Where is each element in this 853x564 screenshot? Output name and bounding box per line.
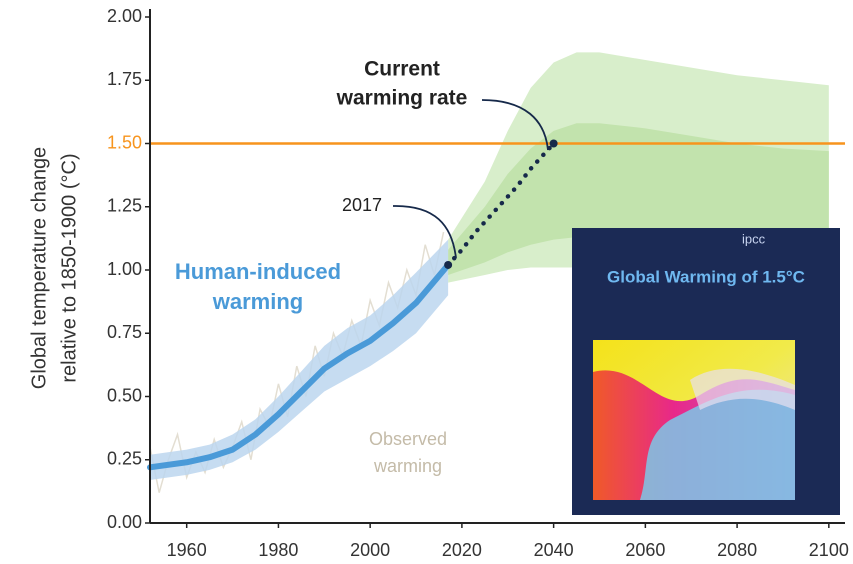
- y-tick-label: 0.25: [107, 449, 142, 469]
- annotation: Observed: [369, 429, 447, 449]
- uncertainty-band: [150, 239, 449, 480]
- annotation: warming rate: [336, 87, 468, 110]
- y-tick-label: 1.75: [107, 69, 142, 89]
- y-axis-label: Global temperature change: [28, 147, 50, 389]
- annotation-arrow: [481, 99, 549, 151]
- annotation: warming: [212, 289, 303, 314]
- y-tick-label: 2.00: [107, 6, 142, 26]
- annotation: warming: [373, 456, 442, 476]
- annotation: Current: [364, 58, 440, 81]
- x-tick-label: 2020: [442, 540, 482, 560]
- y-tick-label: 0.00: [107, 512, 142, 532]
- x-tick-label: 2060: [625, 540, 665, 560]
- cover-title: Global Warming of 1.5°C: [607, 267, 805, 286]
- cover-art: [690, 368, 795, 410]
- annotation: 2017: [342, 195, 382, 215]
- y-tick-label: 0.75: [107, 322, 142, 342]
- x-tick-label: 1960: [167, 540, 207, 560]
- projection-line: [445, 141, 556, 268]
- annotation: Human-induced: [175, 259, 341, 284]
- y-tick-label: 1.00: [107, 259, 142, 279]
- x-tick-label: 2100: [809, 540, 849, 560]
- endpoint: [549, 139, 558, 148]
- x-tick-label: 2040: [534, 540, 574, 560]
- y-tick-label: 0.50: [107, 385, 142, 405]
- x-tick-label: 2000: [350, 540, 390, 560]
- endpoint: [444, 260, 453, 269]
- y-tick-label: 1.25: [107, 196, 142, 216]
- y-tick-label: 1.50: [107, 132, 142, 152]
- annotation-arrow: [392, 205, 457, 259]
- y-axis-label: relative to 1850-1900 (°C): [58, 153, 80, 382]
- human-induced-line: [147, 261, 452, 471]
- report-cover: ipcc Global Warming of 1.5°C: [572, 228, 840, 515]
- cover-art: [640, 389, 795, 500]
- x-tick-label: 2080: [717, 540, 757, 560]
- cover-logo: ipcc: [742, 231, 766, 246]
- x-tick-label: 1980: [258, 540, 298, 560]
